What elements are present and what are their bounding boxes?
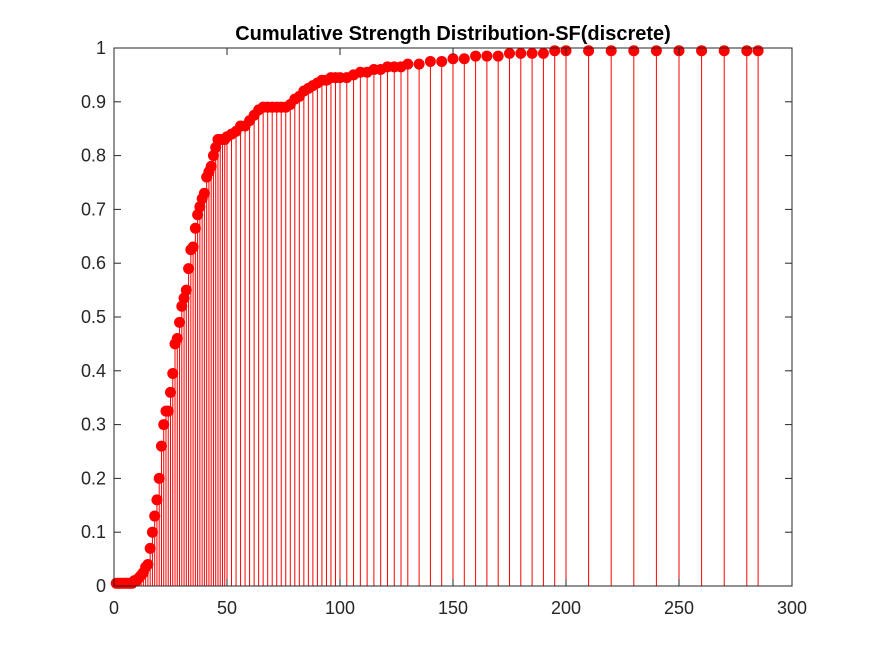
stem-marker: [752, 45, 764, 57]
y-tick-label: 0.1: [81, 522, 106, 542]
x-tick-label: 200: [551, 598, 581, 618]
stem-marker: [183, 263, 195, 275]
stem-marker: [149, 510, 161, 522]
stem-marker: [504, 47, 515, 59]
y-tick-label: 0.5: [81, 307, 106, 327]
stem-marker: [142, 558, 154, 570]
y-tick-label: 0.3: [81, 415, 106, 435]
stem-marker: [458, 53, 470, 65]
stem-lines: [115, 50, 759, 586]
chart-title: Cumulative Strength Distribution-SF(disc…: [235, 23, 671, 45]
stem-marker: [436, 55, 448, 67]
stem-marker: [144, 542, 156, 554]
axis-ticks: [113, 47, 793, 587]
stem-marker: [718, 45, 730, 57]
x-tick-label: 300: [777, 598, 807, 618]
stem-marker: [526, 47, 538, 59]
stem-marker: [447, 53, 459, 65]
x-tick-label: 0: [109, 598, 119, 618]
x-tick-label: 150: [438, 598, 468, 618]
stem-marker: [146, 526, 158, 538]
stem-marker: [151, 494, 163, 506]
y-tick-label: 0.9: [81, 92, 106, 112]
y-tick-label: 0.8: [81, 146, 106, 166]
stem-marker: [515, 47, 527, 59]
stem-marker: [165, 386, 176, 398]
stem-marker: [402, 58, 414, 70]
y-tick-label: 0.7: [81, 199, 106, 219]
stem-marker: [174, 316, 186, 328]
stem-marker: [153, 472, 165, 484]
stem-marker: [171, 333, 183, 345]
x-tick-label: 250: [664, 598, 694, 618]
y-tick-label: 0.4: [81, 361, 106, 381]
stem-marker: [424, 55, 436, 67]
stem-marker: [158, 419, 170, 431]
stem-marker: [481, 50, 493, 62]
tick-labels: 0 50 100 150 200 250 300 0 0.1 0.2 0.3 0.4 0.5 0.6 0.7…: [81, 38, 807, 618]
stem-marker: [741, 45, 753, 57]
stem-marker: [492, 50, 504, 62]
stem-marker: [189, 222, 201, 234]
stem-marker: [155, 440, 167, 452]
stem-marker: [187, 241, 199, 253]
stem-marker: [650, 45, 662, 57]
stem-marker: [413, 58, 425, 70]
y-tick-label: 1: [96, 38, 106, 58]
y-tick-label: 0.6: [81, 253, 106, 273]
y-tick-label: 0: [96, 576, 106, 596]
stem-marker: [549, 45, 561, 57]
x-tick-label: 100: [325, 598, 355, 618]
stem-marker: [696, 45, 708, 57]
y-tick-label: 0.2: [81, 468, 106, 488]
stem-marker: [583, 45, 595, 57]
stem-marker: [180, 284, 192, 296]
stem-marker: [470, 50, 482, 62]
stem-marker: [205, 160, 217, 172]
stem-marker: [162, 405, 174, 417]
stem-marker: [628, 45, 640, 57]
x-tick-label: 50: [217, 598, 237, 618]
stem-marker: [167, 367, 179, 379]
stem-marker: [198, 187, 210, 199]
stem-marker: [537, 47, 549, 59]
stem-marker: [605, 45, 617, 57]
